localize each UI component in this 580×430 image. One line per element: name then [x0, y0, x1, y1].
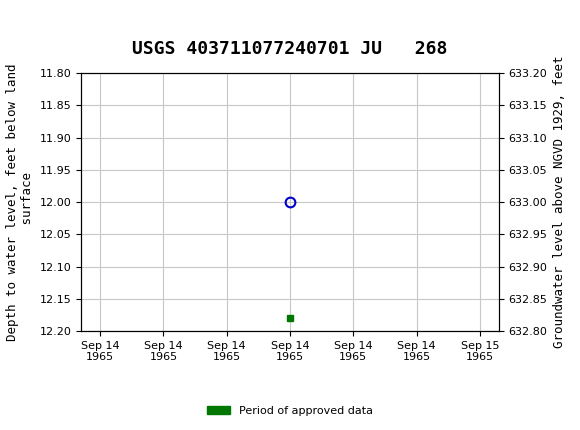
- Legend: Period of approved data: Period of approved data: [203, 401, 377, 420]
- Y-axis label: Depth to water level, feet below land
 surface: Depth to water level, feet below land su…: [6, 63, 34, 341]
- Y-axis label: Groundwater level above NGVD 1929, feet: Groundwater level above NGVD 1929, feet: [553, 56, 566, 348]
- Text: USGS 403711077240701 JU   268: USGS 403711077240701 JU 268: [132, 40, 448, 58]
- Text: ▒USGS: ▒USGS: [12, 15, 70, 37]
